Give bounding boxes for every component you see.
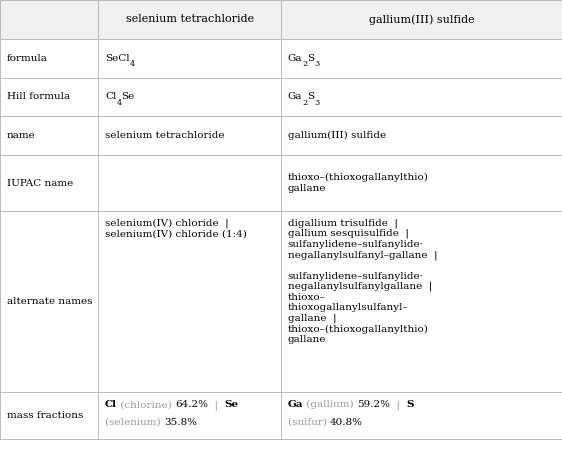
- Bar: [281, 39, 562, 78]
- Bar: [0, 0, 98, 39]
- Bar: [281, 392, 562, 439]
- Bar: [281, 116, 562, 155]
- Bar: [281, 78, 562, 116]
- Text: 3: 3: [315, 61, 320, 68]
- Text: Se: Se: [121, 92, 135, 102]
- Bar: [281, 78, 562, 116]
- Text: Ga: Ga: [288, 53, 302, 63]
- Text: gallium(III) sulfide: gallium(III) sulfide: [369, 14, 474, 25]
- Text: S: S: [407, 400, 414, 410]
- Bar: [98, 0, 281, 39]
- Bar: [0, 211, 98, 392]
- Text: Ga: Ga: [288, 92, 302, 102]
- Bar: [98, 392, 281, 439]
- Bar: [98, 116, 281, 155]
- Text: (selenium): (selenium): [105, 418, 164, 427]
- Bar: [98, 155, 281, 211]
- Text: IUPAC name: IUPAC name: [7, 178, 73, 188]
- Text: S: S: [307, 92, 315, 102]
- Bar: [0, 39, 98, 78]
- Bar: [281, 39, 562, 78]
- Bar: [98, 0, 281, 39]
- Text: Cl: Cl: [105, 92, 116, 102]
- Bar: [0, 116, 98, 155]
- Text: Hill formula: Hill formula: [7, 92, 70, 102]
- Bar: [281, 116, 562, 155]
- Text: selenium tetrachloride: selenium tetrachloride: [105, 131, 225, 140]
- Bar: [281, 155, 562, 211]
- Text: name: name: [7, 131, 35, 140]
- Text: |: |: [208, 400, 225, 410]
- Bar: [0, 211, 98, 392]
- Bar: [98, 116, 281, 155]
- Bar: [0, 155, 98, 211]
- Bar: [0, 39, 98, 78]
- Text: 2: 2: [302, 61, 307, 68]
- Text: Se: Se: [225, 400, 239, 410]
- Text: (sulfur): (sulfur): [288, 418, 330, 427]
- Bar: [98, 78, 281, 116]
- Text: |: |: [390, 400, 407, 410]
- Bar: [0, 78, 98, 116]
- Text: SeCl: SeCl: [105, 53, 130, 63]
- Text: 59.2%: 59.2%: [357, 400, 390, 410]
- Text: 4: 4: [116, 99, 121, 107]
- Text: (chlorine): (chlorine): [117, 400, 175, 410]
- Text: Ga: Ga: [288, 400, 303, 410]
- Text: thioxo–(thioxogallanylthio)
gallane: thioxo–(thioxogallanylthio) gallane: [288, 173, 429, 193]
- Text: 35.8%: 35.8%: [164, 418, 197, 427]
- Text: S: S: [307, 53, 315, 63]
- Text: Cl: Cl: [105, 400, 117, 410]
- Text: gallium(III) sulfide: gallium(III) sulfide: [288, 131, 386, 140]
- Bar: [98, 392, 281, 439]
- Text: 2: 2: [302, 99, 307, 107]
- Text: formula: formula: [7, 53, 48, 63]
- Bar: [281, 392, 562, 439]
- Text: 64.2%: 64.2%: [175, 400, 208, 410]
- Text: mass fractions: mass fractions: [7, 411, 83, 420]
- Bar: [98, 39, 281, 78]
- Bar: [98, 211, 281, 392]
- Bar: [98, 155, 281, 211]
- Bar: [0, 155, 98, 211]
- Bar: [0, 392, 98, 439]
- Text: digallium trisulfide  |
gallium sesquisulfide  |
sulfanylidene–sulfanylide·
nega: digallium trisulfide | gallium sesquisul…: [288, 218, 437, 344]
- Bar: [281, 211, 562, 392]
- Bar: [0, 0, 98, 39]
- Bar: [0, 78, 98, 116]
- Bar: [98, 211, 281, 392]
- Bar: [98, 39, 281, 78]
- Text: 4: 4: [130, 61, 135, 68]
- Text: 3: 3: [315, 99, 320, 107]
- Text: alternate names: alternate names: [7, 297, 92, 306]
- Bar: [281, 211, 562, 392]
- Bar: [281, 155, 562, 211]
- Bar: [281, 0, 562, 39]
- Text: (gallium): (gallium): [303, 400, 357, 410]
- Bar: [0, 116, 98, 155]
- Bar: [281, 0, 562, 39]
- Bar: [98, 78, 281, 116]
- Bar: [0, 392, 98, 439]
- Text: 40.8%: 40.8%: [330, 418, 363, 427]
- Text: selenium tetrachloride: selenium tetrachloride: [126, 14, 253, 25]
- Text: selenium(IV) chloride  |
selenium(IV) chloride (1:4): selenium(IV) chloride | selenium(IV) chl…: [105, 218, 247, 238]
